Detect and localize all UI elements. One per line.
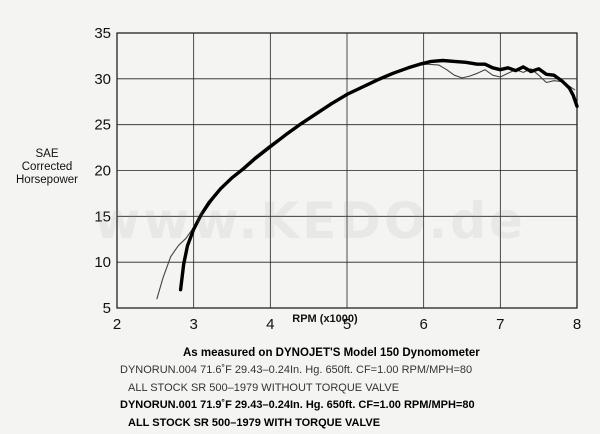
y-axis-label-line: Corrected — [22, 161, 73, 173]
run1-details: DYNORUN.004 71.6˚F 29.43–0.24In. Hg. 650… — [120, 364, 473, 376]
x-tick-label: 4 — [266, 316, 274, 333]
measured-caption: As measured on DYNOJET'S Model 150 Dynom… — [183, 347, 480, 359]
y-tick-label: 10 — [94, 254, 111, 271]
y-tick-label: 5 — [103, 300, 111, 317]
x-tick-label: 3 — [189, 316, 197, 333]
y-tick-label: 15 — [94, 208, 111, 225]
y-tick-label: 20 — [94, 163, 111, 180]
run2-details: DYNORUN.001 71.9˚F 29.43–0.24In. Hg. 650… — [120, 399, 475, 411]
y-tick-label: 35 — [94, 25, 111, 42]
y-axis-label-line: SAE — [35, 148, 58, 160]
y-tick-label: 30 — [94, 71, 111, 88]
series-line-without-torque-valve — [156, 63, 576, 300]
tick-labels: 2 3 4 5 6 7 8 5 10 15 20 25 30 35 — [94, 25, 581, 333]
run2-description: ALL STOCK SR 500–1979 WITH TORQUE VALVE — [128, 417, 381, 429]
x-tick-label: 6 — [419, 316, 427, 333]
grid — [116, 32, 578, 309]
y-tick-label: 25 — [94, 117, 111, 134]
series-layer — [156, 58, 579, 300]
series-line-with-torque-valve — [178, 58, 579, 292]
x-tick-label: 2 — [113, 316, 121, 333]
run1-description: ALL STOCK SR 500–1979 WITHOUT TORQUE VAL… — [128, 382, 400, 394]
x-tick-label: 8 — [573, 316, 581, 333]
y-axis-label-line: Horsepower — [16, 174, 78, 186]
x-axis-label: RPM (x1000) — [292, 313, 358, 325]
x-tick-label: 5 — [343, 316, 351, 333]
x-tick-label: 7 — [496, 316, 504, 333]
